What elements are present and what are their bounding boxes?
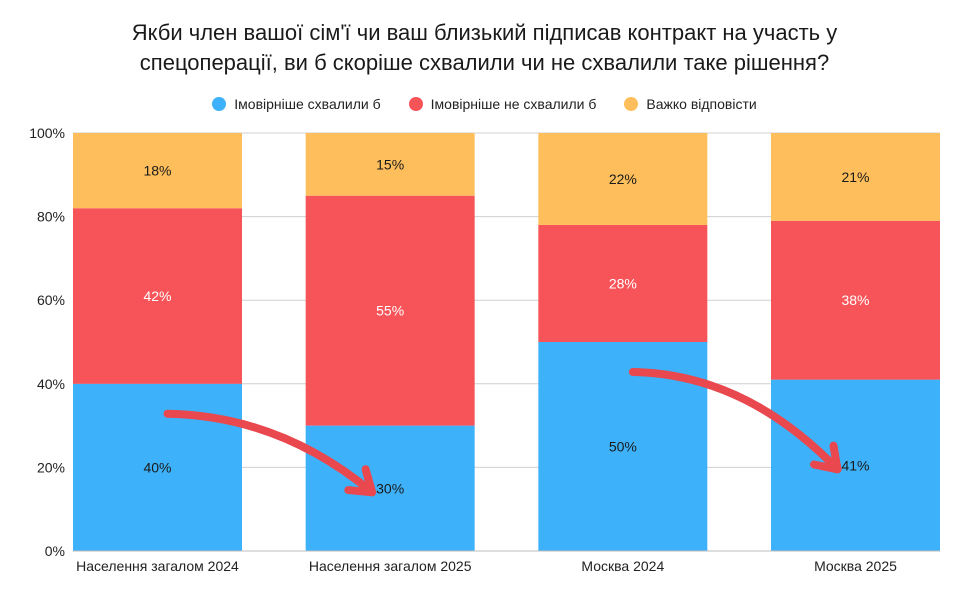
bar-data-label: 22%: [609, 171, 637, 187]
chart-title: Якби член вашої сім'ї чи ваш близький пі…: [0, 18, 969, 78]
legend-dot-approve: [212, 97, 227, 111]
y-tick-label: 20%: [37, 459, 65, 475]
decline-arrow-head: [344, 465, 377, 497]
legend-label-approve: Імовірніше схвалили б: [234, 96, 381, 112]
legend-dot-disapprove: [408, 97, 423, 111]
bar-segment: [538, 224, 708, 342]
decline-arrow: [163, 409, 377, 497]
bar-data-label: 42%: [143, 288, 171, 304]
y-tick-label: 40%: [37, 376, 65, 392]
x-tick-label: Населення загалом 2025: [309, 558, 472, 574]
bar-segment: [73, 383, 242, 551]
legend-label-disapprove: Імовірніше не схвалили б: [430, 96, 597, 112]
bar-data-label: 41%: [841, 457, 869, 473]
chart-title-line-2: спецоперації, ви б скоріше схвалили чи н…: [139, 50, 830, 75]
decline-arrow-shaft: [628, 368, 842, 474]
decline-arrow: [628, 368, 842, 474]
bar-data-label: 18%: [143, 163, 171, 179]
chart-title-line-1: Якби член вашої сім'ї чи ваш близький пі…: [131, 20, 838, 45]
bar-segment: [771, 379, 940, 551]
bar-data-label: 15%: [376, 156, 404, 172]
bar-segment: [771, 133, 940, 221]
bar-segment: [538, 133, 708, 225]
bar-data-label: 38%: [841, 292, 869, 308]
bar-segment: [305, 195, 475, 426]
bar-data-label: 28%: [609, 275, 637, 291]
x-tick-label: Москва 2024: [581, 558, 664, 574]
bar-segment: [73, 208, 242, 384]
bar-data-label: 40%: [143, 459, 171, 475]
legend-item-hard: Важко відповісти: [624, 96, 757, 112]
y-tick-label: 0%: [45, 543, 65, 559]
decline-arrow-head: [809, 441, 842, 474]
decline-arrow-shaft: [163, 409, 377, 497]
bar-segment: [771, 220, 940, 380]
legend-dot-hard: [624, 97, 639, 111]
bar-data-label: 21%: [841, 169, 869, 185]
bar-segment: [73, 133, 242, 209]
chart-legend: Імовірніше схвалили б Імовірніше не схва…: [0, 96, 969, 112]
legend-item-approve: Імовірніше схвалили б: [212, 96, 381, 112]
legend-label-hard: Важко відповісти: [646, 96, 757, 112]
y-tick-label: 100%: [29, 125, 65, 141]
bar-segment: [305, 133, 475, 196]
y-tick-label: 60%: [37, 292, 65, 308]
x-tick-label: Населення загалом 2024: [76, 558, 239, 574]
bar-data-label: 55%: [376, 303, 404, 319]
legend-item-disapprove: Імовірніше не схвалили б: [408, 96, 597, 112]
bar-data-label: 30%: [376, 480, 404, 496]
y-tick-label: 80%: [37, 209, 65, 225]
x-tick-label: Москва 2025: [814, 558, 897, 574]
bar-data-label: 50%: [609, 439, 637, 455]
bar-segment: [305, 425, 475, 551]
